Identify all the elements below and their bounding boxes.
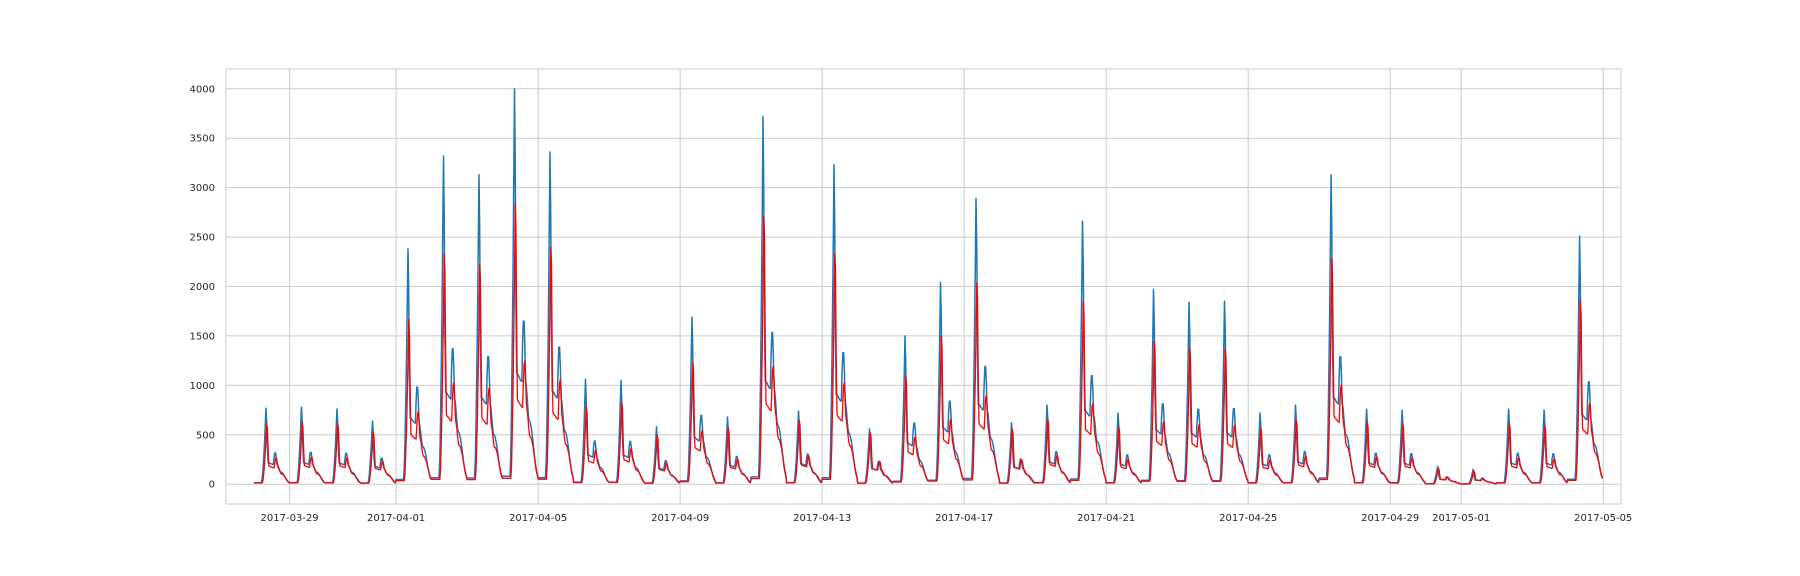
x-tick-label: 2017-03-29 — [261, 513, 319, 524]
y-tick-label: 2500 — [190, 233, 215, 244]
x-tick-label: 2017-05-05 — [1574, 513, 1632, 524]
grid-lines — [226, 69, 1621, 504]
y-tick-label: 1000 — [190, 381, 215, 392]
x-tick-label: 2017-04-09 — [651, 513, 709, 524]
x-tick-label: 2017-04-25 — [1219, 513, 1277, 524]
x-axis: 2017-03-29 2017-04-01 2017-04-05 2017-04-09… — [261, 513, 1633, 524]
x-tick-label: 2017-04-17 — [935, 513, 993, 524]
y-tick-label: 2000 — [190, 282, 215, 293]
x-tick-label: 2017-05-01 — [1432, 513, 1490, 524]
y-tick-label: 4000 — [190, 84, 215, 95]
x-tick-label: 2017-04-01 — [367, 513, 425, 524]
y-tick-label: 1500 — [190, 331, 215, 342]
y-axis: 0 500 1000 1500 2000 2500 3000 3500 4000 — [190, 84, 215, 490]
y-tick-label: 3000 — [190, 183, 215, 194]
y-tick-label: 500 — [196, 430, 215, 441]
series-line-red — [254, 203, 1604, 485]
series-group — [254, 88, 1604, 485]
x-tick-label: 2017-04-29 — [1361, 513, 1419, 524]
x-tick-label: 2017-04-05 — [509, 513, 567, 524]
y-tick-label: 0 — [209, 480, 215, 491]
plot-frame — [225, 68, 1622, 505]
y-tick-label: 3500 — [190, 134, 215, 145]
x-tick-label: 2017-04-13 — [793, 513, 851, 524]
x-tick-label: 2017-04-21 — [1077, 513, 1135, 524]
